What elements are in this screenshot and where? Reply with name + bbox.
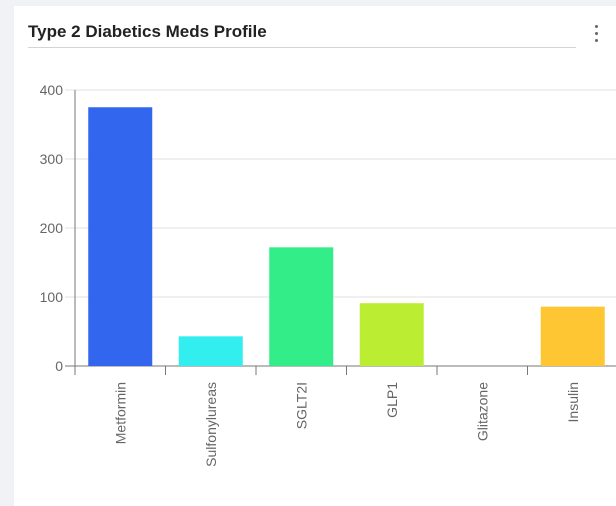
- more-vertical-icon[interactable]: [594, 23, 600, 45]
- y-tick-label: 0: [55, 358, 63, 374]
- bar-glp1: [359, 303, 424, 366]
- x-tick-label: SGLT2I: [293, 382, 309, 429]
- chart-title: Type 2 Diabetics Meds Profile: [28, 22, 267, 41]
- y-tick-label: 400: [40, 82, 64, 98]
- y-tick-label: 300: [40, 151, 64, 167]
- x-tick-label: Sulfonylureas: [203, 382, 219, 467]
- title-divider: [28, 47, 576, 48]
- x-tick-label: Insulin: [565, 382, 581, 422]
- bar-sglt2i: [269, 247, 334, 366]
- y-tick-label: 200: [40, 220, 64, 236]
- bar-insulin: [540, 306, 605, 366]
- x-tick-label: GLP1: [384, 382, 400, 418]
- y-tick-label: 100: [40, 289, 64, 305]
- bar-metformin: [88, 107, 153, 366]
- bar-sulfonylureas: [178, 336, 243, 366]
- x-tick-label: Glitazone: [474, 382, 490, 441]
- x-tick-label: Metformin: [112, 382, 128, 444]
